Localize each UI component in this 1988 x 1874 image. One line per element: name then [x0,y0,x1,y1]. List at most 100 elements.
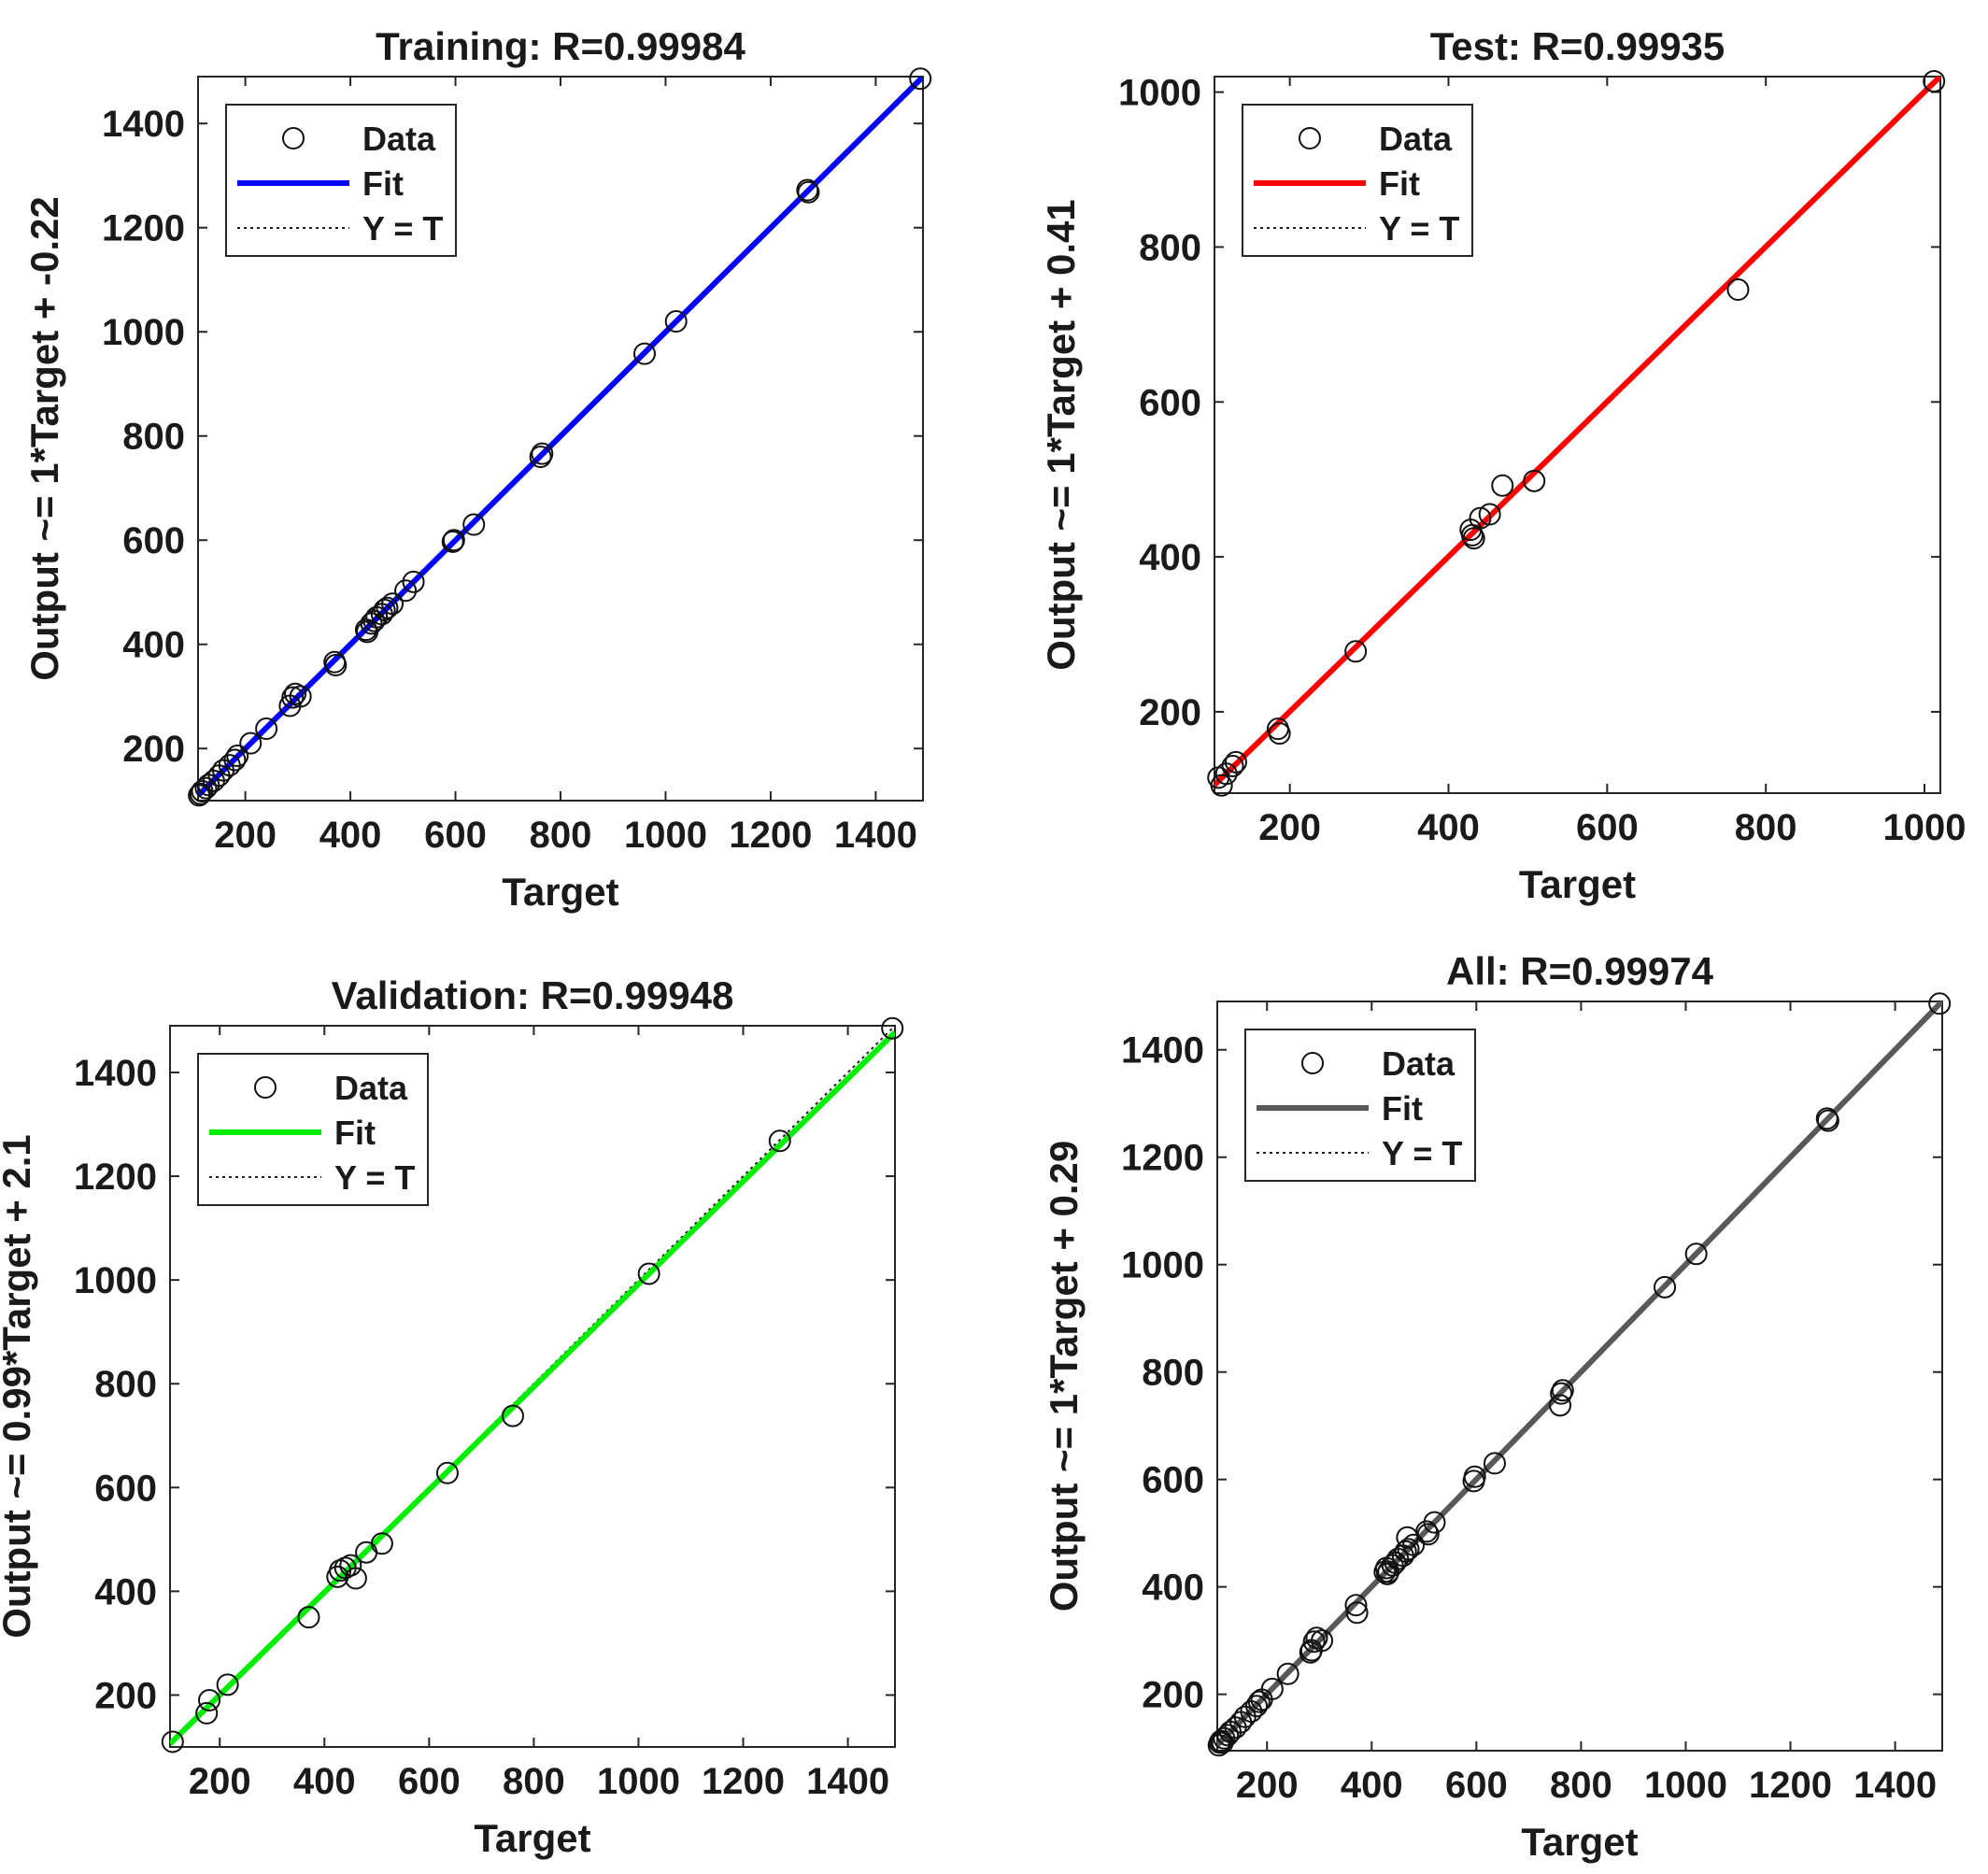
data-point [881,1016,904,1040]
x-tick-label: 1200 [1749,1765,1832,1806]
data-point [1416,1523,1440,1546]
data-point [1654,1275,1677,1299]
data-point [1523,469,1546,492]
data-point [344,1567,367,1590]
y-tick-label: 200 [1142,1675,1204,1716]
data-point [501,1404,524,1427]
x-tick-label: 400 [1417,807,1480,848]
x-tick-label: 200 [189,1761,251,1802]
x-tick-label: 800 [530,815,592,856]
plot-title: Training: R=0.99984 [376,24,746,68]
data-point [637,1262,660,1285]
data-point [1423,1511,1446,1534]
data-point [909,67,932,91]
y-tick-label: 800 [94,1364,157,1405]
data-point [1344,1594,1368,1617]
legend-label-fit: Fit [1382,1089,1423,1128]
y-tick-label: 1200 [74,1157,157,1198]
data-point [198,1689,221,1712]
x-axis-title: Target [1519,862,1636,906]
x-tick-label: 1400 [834,815,917,856]
data-point [161,1730,184,1753]
fit-line [198,77,923,798]
data-point [1245,1695,1269,1718]
y-tick-label: 1400 [102,104,185,145]
data-point [442,529,465,552]
legend-label-data: Data [334,1069,408,1107]
data-point [402,570,425,593]
x-tick-label: 600 [424,815,487,856]
plot-title: Validation: R=0.99948 [332,973,734,1017]
data-point [1463,1465,1486,1488]
y-tick-label: 600 [94,1468,157,1509]
y-tick-label: 600 [1139,382,1201,423]
data-point [531,442,554,465]
data-point [435,1461,459,1484]
x-tick-label: 1000 [624,815,707,856]
y-tick-label: 200 [122,729,185,770]
legend-label-data: Data [362,120,436,158]
fit-line [1214,77,1940,788]
data-point [194,776,218,800]
data-point [1247,1690,1271,1713]
data-point [1550,1382,1573,1405]
x-tick-label: 600 [1445,1765,1508,1806]
legend-label-identity: Y = T [362,209,443,248]
data-point [1221,754,1244,777]
data-point [1276,1662,1299,1685]
y-tick-label: 600 [1142,1460,1204,1501]
fit-line [1217,1001,1942,1748]
y-tick-label: 1400 [1121,1030,1204,1072]
data-point [1462,527,1485,550]
data-point [226,745,249,768]
data-point [768,1129,791,1153]
legend-label-fit: Fit [1379,164,1420,203]
y-tick-label: 1000 [1121,1245,1204,1286]
x-tick-label: 800 [1735,807,1797,848]
data-point [1469,506,1492,530]
fit-line [170,1029,895,1746]
data-point [284,682,307,705]
data-point [1302,1630,1326,1654]
y-tick-label: 800 [1142,1353,1204,1394]
data-point [1268,722,1291,745]
data-point [1684,1242,1708,1266]
plot-title: Test: R=0.99935 [1430,24,1725,68]
legend-label-identity: Y = T [1379,209,1459,248]
data-point [1816,1109,1839,1132]
data-point [664,310,688,334]
x-tick-label: 400 [320,815,382,856]
y-axis-title: Output ~= 1*Target + 0.41 [1039,199,1083,671]
x-tick-label: 200 [214,815,277,856]
data-point [1260,1677,1284,1700]
data-point [1216,1724,1240,1747]
data-point [255,717,278,741]
x-tick-label: 800 [1550,1765,1612,1806]
x-tick-label: 800 [503,1761,565,1802]
x-tick-label: 1000 [1883,807,1967,848]
y-tick-label: 800 [122,417,185,458]
y-tick-label: 1000 [1118,73,1201,114]
y-tick-label: 1400 [74,1053,157,1094]
y-axis-title: Output ~= 0.99*Target + 2.1 [0,1134,38,1639]
x-tick-label: 1400 [806,1761,889,1802]
panel-2: 200 400 600 800 1000 200 400 600 800 1000 Target Ou… [1039,24,1967,906]
plot-title: All: R=0.99974 [1446,949,1714,993]
x-tick-label: 1200 [729,815,812,856]
panel-4: 200 400 600 800 1000 1200 1400 200 400 600 800 1000… [1042,949,1952,1864]
data-point [324,654,348,677]
x-tick-label: 400 [1341,1765,1403,1806]
y-tick-label: 400 [1139,537,1201,578]
legend-marker-data [282,127,305,149]
y-tick-label: 400 [1142,1568,1204,1609]
x-tick-label: 1400 [1853,1765,1937,1806]
data-point [1483,1452,1506,1475]
data-point [223,748,247,772]
data-point [1397,1538,1420,1561]
data-point [1551,1379,1574,1402]
legend-marker-data [1301,1052,1324,1074]
data-point [1726,278,1750,302]
data-point [1305,1626,1328,1650]
legend-label-data: Data [1382,1044,1456,1083]
data-point [462,513,486,536]
